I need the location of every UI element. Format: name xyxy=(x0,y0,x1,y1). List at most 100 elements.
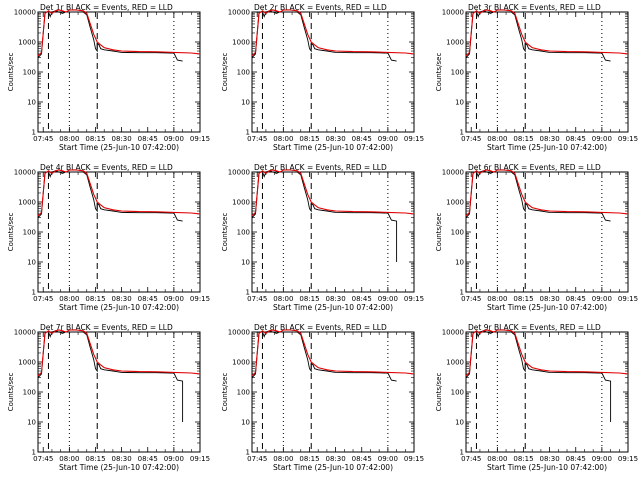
y-tick-label: 10 xyxy=(27,419,36,427)
x-tick-label: 07:45 xyxy=(461,295,481,303)
x-tick-label: 08:00 xyxy=(273,135,293,143)
x-tick-label: 08:00 xyxy=(487,135,507,143)
x-tick-label: 09:00 xyxy=(164,295,184,303)
x-tick-label: 09:00 xyxy=(592,295,612,303)
y-axis-label: Counts/sec xyxy=(435,53,443,92)
series-line-lld xyxy=(251,329,415,377)
y-tick-label: 10 xyxy=(455,259,464,267)
x-tick-label: 08:00 xyxy=(487,455,507,463)
y-tick-label: 10 xyxy=(241,99,250,107)
y-tick-label: 100 xyxy=(237,69,250,77)
y-tick-label: 100 xyxy=(451,69,464,77)
x-tick-label: 08:15 xyxy=(513,295,533,303)
y-tick-label: 10000 xyxy=(228,329,250,337)
chart-panel-4: Det 4r BLACK = Events, RED = LLD 1 10 100 10… xyxy=(7,163,210,312)
y-tick-label: 1 xyxy=(32,449,36,457)
x-axis-label: Start Time (25-Jun-10 07:42:00) xyxy=(273,463,393,472)
x-tick-label: 07:45 xyxy=(247,455,267,463)
x-tick-label: 07:45 xyxy=(33,455,53,463)
plot-frame xyxy=(37,11,201,133)
x-tick-label: 08:45 xyxy=(566,135,586,143)
x-tick-label: 08:30 xyxy=(112,135,132,143)
y-tick-label: 1 xyxy=(460,289,464,297)
panel-title: Det 6r BLACK = Events, RED = LLD xyxy=(468,163,601,172)
y-axis-label: Counts/sec xyxy=(7,53,15,92)
y-axis-label: Counts/sec xyxy=(221,373,229,412)
x-tick-label: 08:15 xyxy=(85,455,105,463)
y-tick-label: 10 xyxy=(455,419,464,427)
x-tick-label: 07:45 xyxy=(247,295,267,303)
x-axis-label: Start Time (25-Jun-10 07:42:00) xyxy=(487,303,607,312)
y-tick-label: 100 xyxy=(23,229,36,237)
y-axis-label: Counts/sec xyxy=(7,213,15,252)
x-axis-label: Start Time (25-Jun-10 07:42:00) xyxy=(487,143,607,152)
x-tick-label: 09:15 xyxy=(404,295,424,303)
x-tick-label: 08:45 xyxy=(566,295,586,303)
plot-frame xyxy=(251,331,415,453)
x-tick-label: 08:15 xyxy=(85,295,105,303)
y-tick-label: 10 xyxy=(27,99,36,107)
y-tick-label: 10 xyxy=(241,419,250,427)
plot-frame xyxy=(465,171,629,293)
panel-title: Det 1r BLACK = Events, RED = LLD xyxy=(40,3,173,12)
panel-title: Det 2r BLACK = Events, RED = LLD xyxy=(254,3,387,12)
x-tick-label: 08:00 xyxy=(273,295,293,303)
y-tick-label: 1000 xyxy=(232,359,250,367)
panel-title: Det 3r BLACK = Events, RED = LLD xyxy=(468,3,601,12)
chart-panel-8: Det 8r BLACK = Events, RED = LLD 1 10 100 10… xyxy=(221,323,424,472)
plot-frame xyxy=(37,331,201,453)
y-tick-label: 10000 xyxy=(442,9,464,17)
x-tick-label: 08:30 xyxy=(326,135,346,143)
y-tick-label: 1000 xyxy=(446,199,464,207)
x-tick-label: 08:00 xyxy=(273,455,293,463)
x-tick-label: 09:15 xyxy=(190,455,210,463)
y-tick-label: 10 xyxy=(241,259,250,267)
series-line-events xyxy=(251,170,398,262)
y-tick-label: 100 xyxy=(451,229,464,237)
chart-panel-6: Det 6r BLACK = Events, RED = LLD 1 10 100 10… xyxy=(435,163,638,312)
x-tick-label: 07:45 xyxy=(33,135,53,143)
series-line-events xyxy=(37,330,184,422)
x-tick-label: 09:00 xyxy=(378,295,398,303)
y-tick-label: 10 xyxy=(455,99,464,107)
x-tick-label: 09:15 xyxy=(190,295,210,303)
series-line-lld xyxy=(37,9,201,57)
x-tick-label: 08:00 xyxy=(487,295,507,303)
y-axis-label: Counts/sec xyxy=(221,213,229,252)
series-line-events xyxy=(37,170,183,222)
series-line-lld xyxy=(37,329,201,377)
panel-title: Det 8r BLACK = Events, RED = LLD xyxy=(254,323,387,332)
y-tick-label: 100 xyxy=(237,229,250,237)
series-line-lld xyxy=(465,329,629,377)
x-axis-label: Start Time (25-Jun-10 07:42:00) xyxy=(487,463,607,472)
x-tick-label: 08:30 xyxy=(540,455,560,463)
y-tick-label: 1000 xyxy=(232,199,250,207)
y-tick-label: 10000 xyxy=(442,329,464,337)
panel-title: Det 4r BLACK = Events, RED = LLD xyxy=(40,163,173,172)
x-tick-label: 09:00 xyxy=(378,455,398,463)
x-tick-label: 08:15 xyxy=(513,455,533,463)
y-tick-label: 1 xyxy=(32,289,36,297)
x-tick-label: 08:15 xyxy=(299,135,319,143)
y-tick-label: 1 xyxy=(246,289,250,297)
x-tick-label: 07:45 xyxy=(247,135,267,143)
x-tick-label: 09:00 xyxy=(592,455,612,463)
x-tick-label: 09:00 xyxy=(592,135,612,143)
series-line-lld xyxy=(37,169,201,217)
x-tick-label: 08:30 xyxy=(112,295,132,303)
plot-frame xyxy=(465,11,629,133)
x-tick-label: 08:30 xyxy=(326,295,346,303)
y-tick-label: 1000 xyxy=(18,39,36,47)
y-tick-label: 10000 xyxy=(14,329,36,337)
x-tick-label: 08:30 xyxy=(112,455,132,463)
chart-panel-9: Det 9r BLACK = Events, RED = LLD 1 10 100 10… xyxy=(435,323,638,472)
plot-frame xyxy=(37,171,201,293)
y-tick-label: 1000 xyxy=(446,39,464,47)
y-axis-label: Counts/sec xyxy=(221,53,229,92)
x-tick-label: 08:45 xyxy=(352,295,372,303)
y-tick-label: 1 xyxy=(246,449,250,457)
x-tick-label: 08:30 xyxy=(540,135,560,143)
x-tick-label: 08:45 xyxy=(352,455,372,463)
x-tick-label: 08:00 xyxy=(59,455,79,463)
